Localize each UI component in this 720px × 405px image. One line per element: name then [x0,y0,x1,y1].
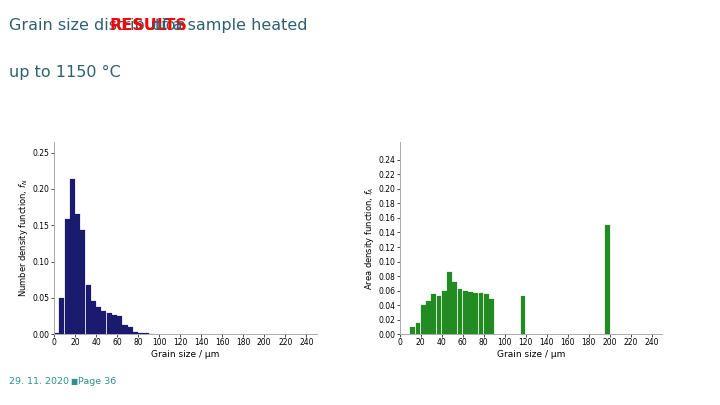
Bar [484,294,489,334]
Bar [415,323,420,334]
Bar [442,290,446,334]
Bar [127,327,132,334]
Bar [107,313,112,334]
Bar [70,179,75,334]
Bar [96,307,102,334]
Bar [65,220,70,334]
Bar [447,273,452,334]
Bar [479,294,483,334]
Bar [474,293,478,334]
Bar [426,301,431,334]
Bar [410,327,415,334]
Y-axis label: Area density function, $f_A$: Area density function, $f_A$ [363,186,376,290]
Bar [102,311,107,334]
Text: up to 1150 °C: up to 1150 °C [9,65,121,80]
Bar [463,290,468,334]
Text: 29. 11. 2020: 29. 11. 2020 [9,377,69,386]
Text: of a sample heated: of a sample heated [147,18,307,33]
Bar [458,289,462,334]
Bar [521,296,526,334]
Text: Grain size distribution: Grain size distribution [9,18,192,33]
Bar [81,230,86,334]
Bar [122,325,127,334]
Bar [133,332,138,334]
Bar [421,305,426,334]
X-axis label: Grain size / μm: Grain size / μm [151,350,220,359]
Bar [143,333,148,334]
Bar [112,315,117,334]
Text: ■: ■ [71,377,78,386]
Text: RESULTS: RESULTS [109,18,187,33]
Bar [91,301,96,334]
Bar [86,285,91,334]
Y-axis label: Number density function, $f_N$: Number density function, $f_N$ [17,179,30,297]
Bar [75,214,80,334]
Bar [452,282,457,334]
Bar [117,316,122,334]
Bar [436,296,441,334]
Bar [59,298,64,334]
Bar [54,333,59,334]
Text: Page 36: Page 36 [78,377,116,386]
Bar [489,299,494,334]
Bar [431,294,436,334]
X-axis label: Grain size / μm: Grain size / μm [497,350,565,359]
Bar [605,225,610,334]
Bar [468,292,473,334]
Bar [138,333,143,334]
